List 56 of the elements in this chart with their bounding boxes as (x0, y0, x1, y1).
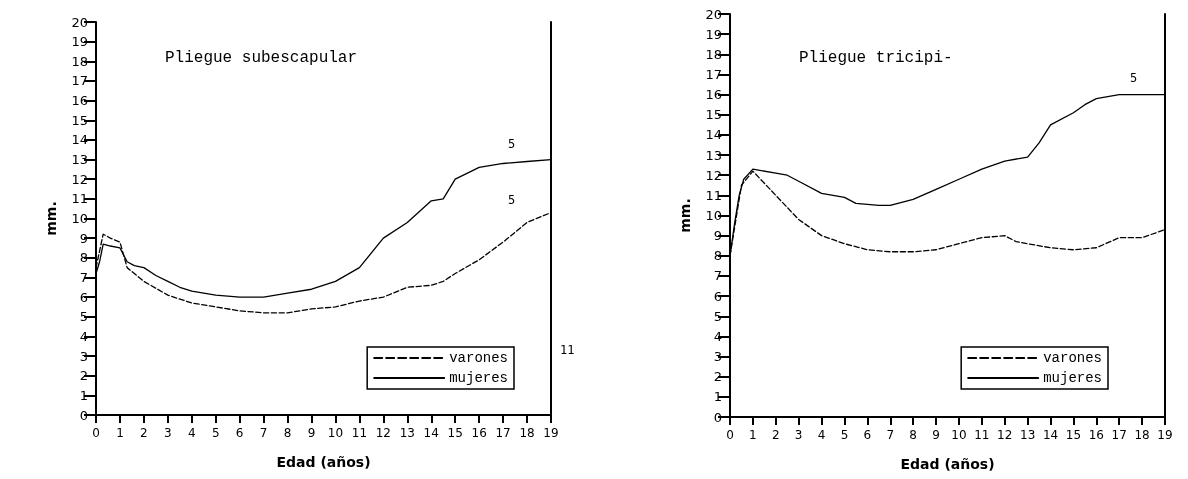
x-tick-label: 3 (164, 426, 172, 440)
x-axis-title: Edad (años) (276, 454, 371, 470)
x-tick-label: 2 (771, 428, 780, 442)
text: Pliegue subescapular (165, 49, 358, 67)
x-tick-label: 8 (283, 426, 292, 440)
x-tick-label: 6 (235, 426, 244, 440)
x-tick-label: 19 (1157, 428, 1173, 442)
x-tick-label: 16 (471, 426, 487, 440)
x-tick-label: 14 (423, 426, 439, 440)
text: Pliegue tricipi- (799, 49, 953, 67)
x-axis-title: Edad (años) (900, 456, 995, 472)
x-tick-label: 10 (951, 428, 967, 442)
legend-label: mujeres (1043, 370, 1102, 386)
x-tick-label: 10 (327, 426, 344, 440)
x-tick-label: 13 (1019, 428, 1036, 442)
x-tick-label: 17 (1111, 428, 1127, 442)
x-tick-label: 1 (116, 426, 124, 440)
annotation: 5 (508, 137, 516, 151)
x-tick-label: 18 (519, 426, 535, 440)
x-tick-label: 9 (932, 428, 940, 442)
x-tick-label: 15 (447, 426, 463, 440)
x-tick-label: 3 (794, 428, 803, 442)
y-tick-label: 20 (71, 14, 88, 30)
x-tick-label: 9 (307, 426, 316, 440)
x-tick-label: 11 (974, 428, 990, 442)
x-tick-label: 0 (92, 426, 100, 440)
x-tick-label: 5 (211, 426, 220, 440)
x-tick-label: 5 (840, 428, 849, 442)
x-tick-label: 12 (375, 426, 392, 440)
x-tick-label: 13 (399, 426, 415, 440)
x-tick-label: 0 (726, 428, 734, 442)
legend-label: mujeres (449, 370, 508, 386)
x-tick-label: 17 (495, 426, 511, 440)
x-tick-label: 4 (187, 426, 196, 440)
annotation: 5 (508, 193, 516, 207)
x-tick-label: 2 (140, 426, 148, 440)
x-tick-label: 11 (351, 426, 368, 440)
x-tick-label: 7 (886, 428, 895, 442)
x-tick-label: 12 (997, 428, 1013, 442)
x-tick-label: 15 (1065, 428, 1082, 442)
x-tick-label: 19 (543, 426, 559, 440)
y-tick-label: 20 (705, 6, 722, 22)
text: 11 (560, 343, 575, 357)
y-axis-title: mm. (43, 201, 59, 236)
x-tick-label: 14 (1042, 428, 1059, 442)
annotation: 5 (1130, 71, 1138, 85)
legend-label: varones (449, 350, 508, 366)
legend-label: varones (1043, 350, 1102, 366)
x-tick-label: 16 (1088, 428, 1104, 442)
x-tick-label: 4 (817, 428, 826, 442)
x-tick-label: 6 (863, 428, 872, 442)
x-tick-label: 1 (749, 428, 757, 442)
x-tick-label: 18 (1134, 428, 1150, 442)
x-tick-label: 7 (259, 426, 268, 440)
y-axis-title: mm. (677, 198, 693, 233)
x-tick-label: 8 (909, 428, 917, 442)
